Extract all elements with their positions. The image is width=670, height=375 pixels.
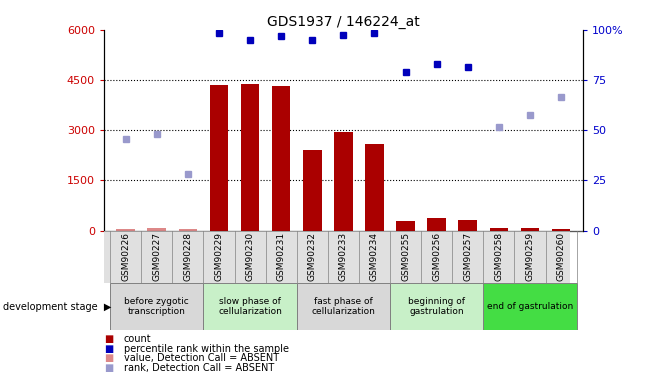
- Text: development stage  ▶: development stage ▶: [3, 302, 112, 312]
- Text: ■: ■: [104, 363, 113, 372]
- Text: ■: ■: [104, 344, 113, 354]
- Bar: [552, 229, 570, 231]
- Text: GSM90260: GSM90260: [557, 232, 565, 281]
- Text: count: count: [124, 334, 151, 344]
- Text: GSM90258: GSM90258: [494, 232, 503, 281]
- Text: GSM90230: GSM90230: [245, 232, 255, 281]
- Text: end of gastrulation: end of gastrulation: [487, 302, 573, 311]
- Text: GSM90232: GSM90232: [308, 232, 317, 280]
- Bar: [483, 283, 577, 330]
- Bar: [117, 229, 135, 231]
- Bar: [334, 132, 352, 231]
- Text: GSM90233: GSM90233: [339, 232, 348, 281]
- Bar: [210, 85, 228, 231]
- Text: rank, Detection Call = ABSENT: rank, Detection Call = ABSENT: [124, 363, 274, 372]
- Bar: [204, 283, 297, 330]
- Text: GSM90255: GSM90255: [401, 232, 410, 281]
- Text: GSM90227: GSM90227: [152, 232, 161, 280]
- Title: GDS1937 / 146224_at: GDS1937 / 146224_at: [267, 15, 419, 29]
- Text: GSM90226: GSM90226: [121, 232, 130, 280]
- Text: value, Detection Call = ABSENT: value, Detection Call = ABSENT: [124, 353, 279, 363]
- Text: GSM90256: GSM90256: [432, 232, 442, 281]
- Text: slow phase of
cellularization: slow phase of cellularization: [218, 297, 282, 316]
- Text: before zygotic
transcription: before zygotic transcription: [125, 297, 189, 316]
- Text: GSM90231: GSM90231: [277, 232, 285, 281]
- Bar: [490, 228, 509, 231]
- Text: GSM90257: GSM90257: [463, 232, 472, 281]
- Bar: [178, 229, 197, 231]
- Text: ■: ■: [104, 334, 113, 344]
- Bar: [365, 144, 384, 231]
- Bar: [396, 221, 415, 231]
- Bar: [303, 150, 322, 231]
- Bar: [272, 86, 291, 231]
- Bar: [390, 283, 483, 330]
- Text: GSM90259: GSM90259: [525, 232, 535, 281]
- Bar: [241, 84, 259, 231]
- Bar: [458, 220, 477, 231]
- Text: GSM90228: GSM90228: [184, 232, 192, 280]
- Bar: [427, 218, 446, 231]
- Bar: [147, 228, 166, 231]
- Text: GSM90229: GSM90229: [214, 232, 224, 280]
- Text: percentile rank within the sample: percentile rank within the sample: [124, 344, 289, 354]
- Bar: [297, 283, 390, 330]
- Bar: [521, 228, 539, 231]
- Bar: [110, 283, 204, 330]
- Text: ■: ■: [104, 353, 113, 363]
- Text: beginning of
gastrulation: beginning of gastrulation: [408, 297, 465, 316]
- Text: GSM90234: GSM90234: [370, 232, 379, 280]
- Text: fast phase of
cellularization: fast phase of cellularization: [312, 297, 375, 316]
